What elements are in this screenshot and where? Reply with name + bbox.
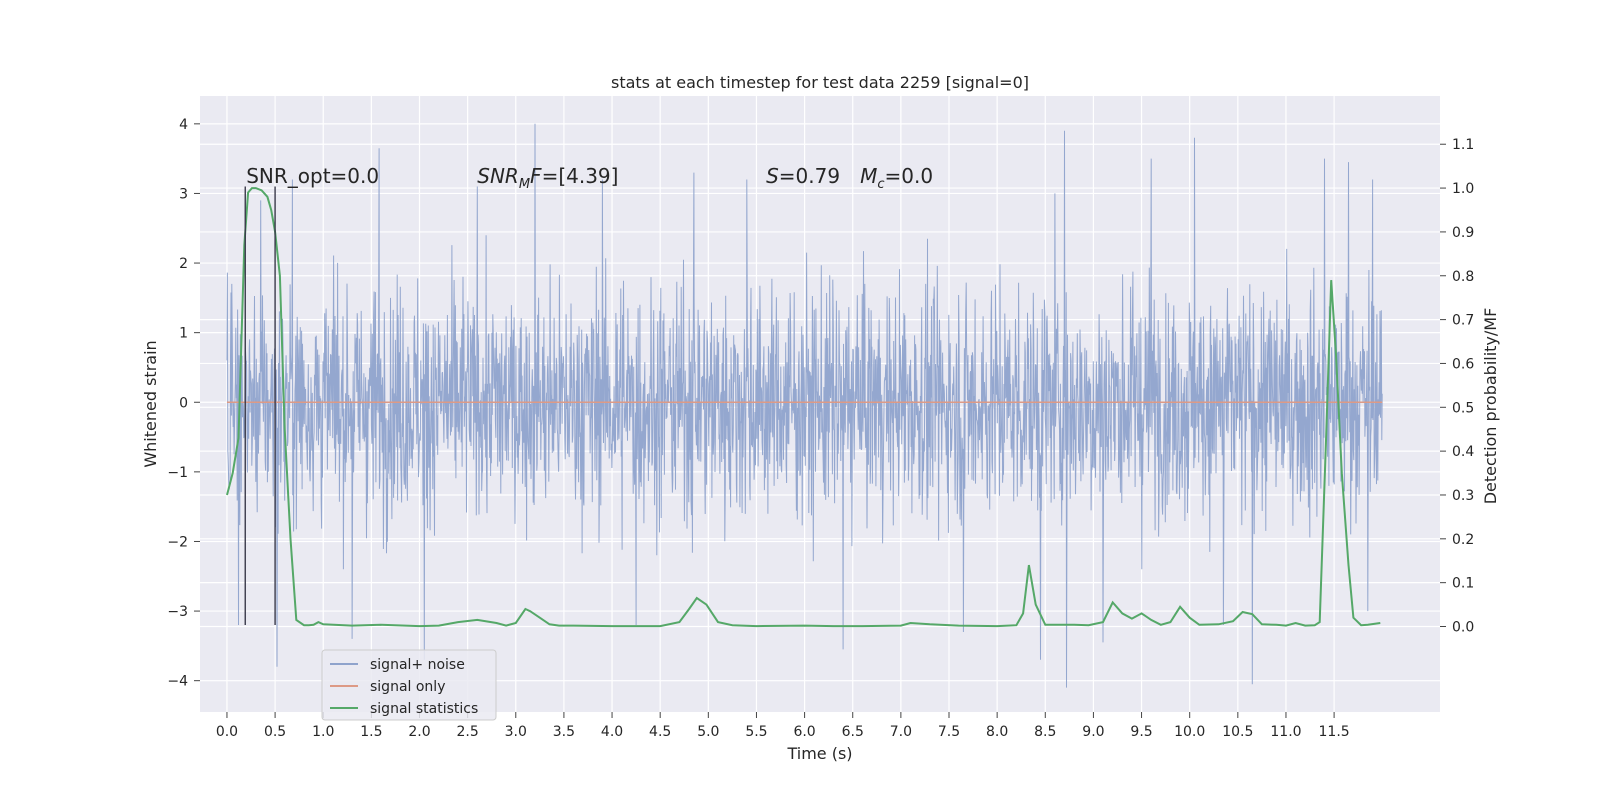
x-tick-label: 8.0 (986, 724, 1008, 740)
y2-tick-label: 0.5 (1452, 400, 1474, 416)
x-tick-label: 7.5 (938, 724, 960, 740)
x-tick-label: 4.0 (601, 724, 623, 740)
x-axis-ticks: 0.0 0.5 1.0 1.5 2.0 2.5 3.0 3.5 4.0 4.5 5.0 5.5 6.0 6… (216, 712, 1350, 740)
y2-tick-label: 1.0 (1452, 181, 1474, 197)
y2-tick-label: 0.4 (1452, 444, 1474, 460)
y2-tick-label: 0.3 (1452, 488, 1474, 504)
y2-tick-label: 0.0 (1452, 620, 1474, 636)
x-tick-label: 3.0 (505, 724, 527, 740)
x-tick-label: 2.5 (457, 724, 479, 740)
annotations: SNR_opt=0.0 SNRMF=[4.39] S=0.79 Mc=0.0 (246, 164, 933, 192)
y2-tick-label: 0.9 (1452, 225, 1474, 241)
statistics-line (226, 187, 1381, 628)
x-tick-label: 11.0 (1270, 724, 1301, 740)
x-tick-label: 0.5 (264, 724, 286, 740)
x-tick-label: 6.0 (793, 724, 815, 740)
stats-annotation: S=0.79 Mc=0.0 (766, 164, 933, 192)
y-tick-label: 1 (179, 326, 188, 342)
y-tick-label: 0 (179, 395, 188, 411)
x-tick-label: 10.5 (1222, 724, 1253, 740)
x-tick-label: 8.5 (1034, 724, 1056, 740)
legend-label: signal statistics (370, 701, 478, 717)
x-tick-label: 5.0 (697, 724, 719, 740)
y-axis-label: Whitened strain (141, 340, 160, 467)
y2-tick-label: 0.6 (1452, 356, 1474, 372)
legend: signal+ noise signal only signal statistic… (321, 649, 497, 721)
x-tick-label: 9.5 (1130, 724, 1152, 740)
snr-opt-annotation: SNR_opt=0.0 (246, 164, 379, 188)
y2-axis-ticks: 0.0 0.1 0.2 0.3 0.4 0.5 0.6 0.7 0.8 0.9 1.0 1.1 (1440, 137, 1474, 636)
x-tick-label: 4.5 (649, 724, 671, 740)
y2-tick-label: 1.1 (1452, 137, 1474, 153)
x-axis-label: Time (s) (786, 744, 852, 763)
y-tick-label: 2 (179, 256, 188, 272)
y-tick-label: 3 (179, 186, 188, 202)
x-tick-label: 10.0 (1174, 724, 1205, 740)
x-tick-label: 0.0 (216, 724, 238, 740)
y2-tick-label: 0.7 (1452, 313, 1474, 329)
x-tick-label: 6.5 (842, 724, 864, 740)
x-tick-label: 2.0 (408, 724, 430, 740)
series-signal-noise (226, 123, 1383, 688)
x-tick-label: 11.5 (1319, 724, 1350, 740)
series-signal-statistics (226, 187, 1381, 628)
y-tick-label: −1 (167, 465, 188, 481)
x-tick-label: 9.0 (1082, 724, 1104, 740)
y-tick-label: 4 (179, 117, 188, 133)
y-tick-label: −2 (167, 534, 188, 550)
plot-content (226, 123, 1383, 688)
y-tick-label: −4 (167, 674, 188, 690)
x-tick-label: 1.0 (312, 724, 334, 740)
y-axis-ticks: −4 −3 −2 −1 0 1 2 3 4 (167, 117, 200, 690)
y2-tick-label: 0.2 (1452, 532, 1474, 548)
y-tick-label: −3 (167, 604, 188, 620)
x-tick-label: 5.5 (745, 724, 767, 740)
y2-axis-label: Detection probability/MF (1481, 308, 1500, 505)
noise-trace (226, 123, 1383, 688)
snr-mf-annotation: SNRMF=[4.39] (477, 164, 618, 192)
chart-title: stats at each timestep for test data 225… (611, 73, 1029, 92)
legend-box (321, 649, 497, 721)
merger-markers (244, 186, 276, 625)
x-tick-label: 1.5 (360, 724, 382, 740)
x-tick-label: 3.5 (553, 724, 575, 740)
y2-tick-label: 0.1 (1452, 576, 1474, 592)
x-tick-label: 7.0 (890, 724, 912, 740)
y2-tick-label: 0.8 (1452, 269, 1474, 285)
legend-label: signal+ noise (370, 657, 465, 673)
legend-label: signal only (370, 679, 445, 695)
